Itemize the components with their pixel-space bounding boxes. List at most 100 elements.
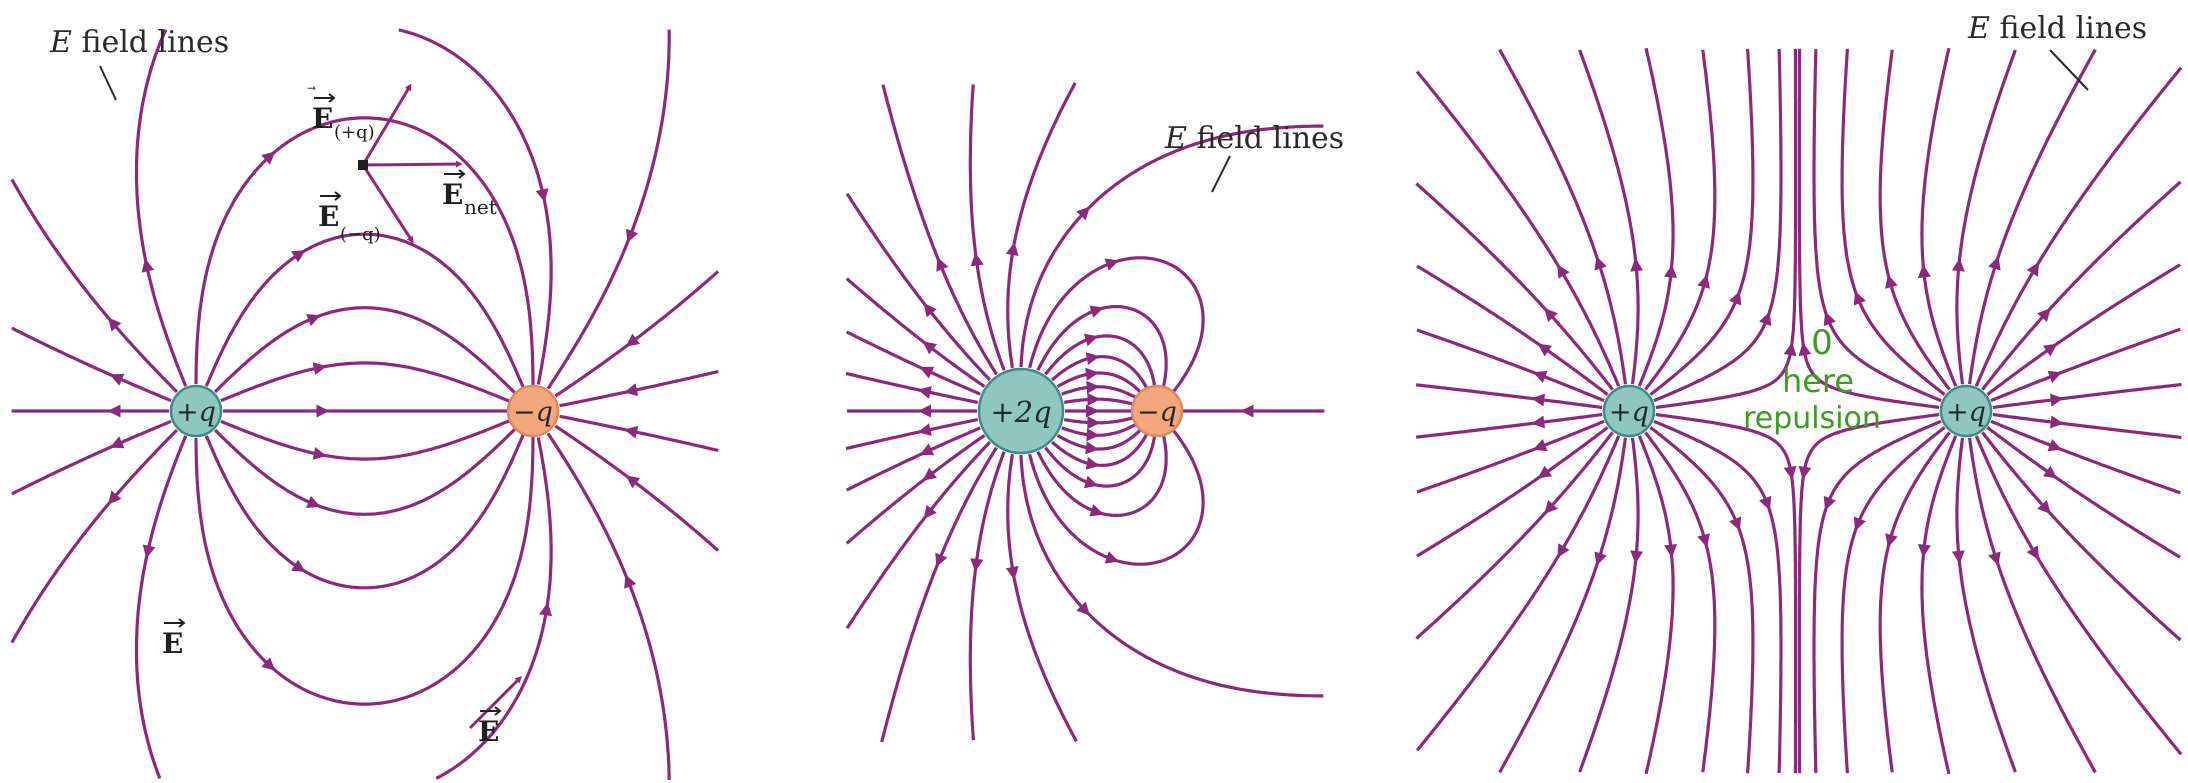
- field-arrow: [1798, 342, 1812, 357]
- field-line: [1990, 419, 2181, 495]
- field-line: [1416, 426, 1609, 558]
- field-arrow: [1086, 380, 1100, 394]
- field-arrow: [1729, 516, 1742, 531]
- field-line: [1063, 415, 1137, 425]
- field-line: [1840, 48, 1946, 396]
- field-line: [1920, 435, 1958, 775]
- field-line: [1812, 419, 1942, 774]
- field-arrow: [1798, 465, 1812, 480]
- field-line: [1812, 48, 1942, 403]
- charge-plus-q-right: +q: [1939, 384, 1993, 438]
- field-arrow: [2037, 500, 2051, 514]
- annotation-repulsion: repulsion: [1743, 401, 1881, 436]
- field-arrow: [306, 495, 321, 508]
- field-line: [845, 192, 992, 381]
- charge-label: +q: [1609, 397, 1649, 428]
- panel-dipole: ⃗ E (+q) E (−q) E net E E E field lines: [10, 25, 720, 780]
- field-arrow: [923, 504, 937, 519]
- field-arrow: [917, 423, 932, 436]
- field-arrow: [539, 602, 553, 617]
- field-arrow: [312, 447, 327, 460]
- field-arrow: [1083, 475, 1099, 489]
- field-arrow: [2047, 370, 2062, 383]
- field-arrow: [1083, 333, 1099, 347]
- field-arrow: [109, 373, 125, 386]
- charge-plus-q: +q: [169, 384, 223, 438]
- field-line: [1655, 412, 1798, 774]
- field-line: [1990, 327, 2181, 403]
- field-line: [1051, 430, 1150, 467]
- field-line: [1653, 48, 1783, 403]
- field-line: [11, 326, 172, 403]
- field-line: [204, 232, 526, 391]
- field-line: [134, 435, 188, 780]
- arrow-accent-e-plus: ⃗: [307, 86, 316, 90]
- field-line: [1878, 431, 1951, 773]
- field-arrow: [1988, 256, 2001, 271]
- field-arrow: [1823, 495, 1836, 511]
- field-arrow: [1885, 533, 1898, 548]
- field-line: [194, 432, 535, 706]
- field-line: [554, 424, 720, 552]
- callout-field-lines-1: E field lines: [49, 25, 229, 101]
- field-line: [1051, 355, 1150, 392]
- field-arrow: [917, 386, 932, 399]
- field-line: [1992, 382, 2182, 410]
- field-line: [968, 451, 1006, 741]
- field-arrow: [1104, 258, 1119, 271]
- svg-text:E field lines: E field lines: [49, 25, 229, 60]
- vector-e-minus: [361, 164, 414, 244]
- field-arrow: [1087, 416, 1101, 430]
- field-arrow: [316, 404, 330, 418]
- charge-minus-q: −q: [506, 384, 560, 438]
- field-line: [1063, 397, 1137, 407]
- field-arrow: [1917, 264, 1931, 278]
- annotation-here: here: [1782, 362, 1854, 400]
- field-line: [968, 84, 1006, 371]
- field-line: [1028, 428, 1205, 566]
- field-arrow: [2042, 343, 2058, 357]
- vector-accents: [164, 93, 502, 716]
- panel-unequal: E field lines +2q −q: [845, 82, 1344, 743]
- callout-italic-e: E: [1967, 11, 1990, 46]
- field-arrow: [625, 475, 641, 489]
- field-arrow: [261, 151, 276, 165]
- vector-labels: ⃗ E (+q) E (−q) E net E E: [162, 86, 502, 748]
- field-arrow: [1759, 495, 1772, 511]
- charge-label: −q: [513, 397, 553, 428]
- field-line: [1498, 437, 1628, 774]
- field-line: [1967, 48, 2097, 385]
- vector-e-net: [362, 160, 463, 168]
- field-line: [1974, 435, 2183, 756]
- field-arrow: [261, 657, 276, 671]
- field-arrow: [1240, 404, 1254, 418]
- field-arrow: [1531, 393, 1545, 407]
- field-line: [1056, 427, 1143, 451]
- field-arrow: [1533, 439, 1548, 452]
- field-line: [1840, 426, 1946, 774]
- field-arrow: [1759, 311, 1772, 327]
- label-e-minus: E: [318, 200, 339, 233]
- field-arrow: [1697, 533, 1710, 548]
- field-arrow: [1630, 258, 1644, 272]
- field-line: [1986, 263, 2181, 396]
- charge-label: +q: [1946, 397, 1986, 428]
- field-line: [1006, 82, 1077, 369]
- field-line: [881, 84, 998, 376]
- field-arrow: [1664, 544, 1678, 558]
- field-arrow: [109, 436, 125, 449]
- field-line: [1416, 328, 1605, 403]
- field-arrow: [624, 383, 639, 397]
- field-arrow: [1557, 543, 1570, 558]
- field-line: [220, 418, 512, 461]
- vector-e-plus: [361, 83, 412, 166]
- field-line: [1974, 66, 2183, 387]
- field-line: [559, 369, 719, 408]
- field-arrow: [108, 317, 122, 332]
- field-arrow: [1089, 305, 1104, 318]
- field-arrow: [1783, 465, 1797, 480]
- field-arrow: [1085, 367, 1099, 381]
- field-line: [1006, 453, 1078, 743]
- callout-text: field lines: [72, 25, 229, 60]
- field-arrow: [108, 490, 122, 505]
